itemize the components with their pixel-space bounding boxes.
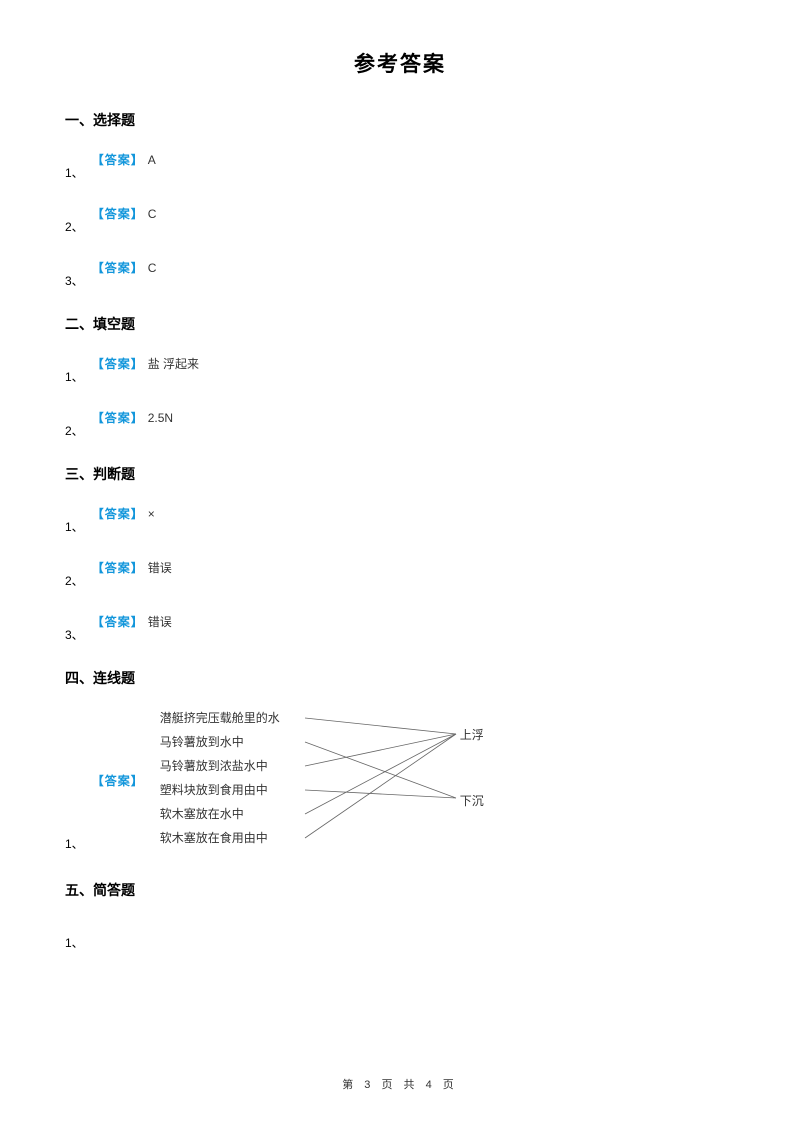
answer-item: 2、 【答案】 错误 <box>65 556 735 588</box>
answer-value: C <box>148 262 157 288</box>
item-number: 3、 <box>65 629 84 642</box>
section-5-heading: 五、简答题 <box>65 880 735 900</box>
answer-value: × <box>148 508 155 534</box>
section-1-heading: 一、选择题 <box>65 110 735 130</box>
item-number: 1、 <box>65 937 84 950</box>
answer-tag: 【答案】 <box>92 562 144 588</box>
section-3-heading: 三、判断题 <box>65 464 735 484</box>
answer-value: 2.5N <box>148 412 173 438</box>
answer-value: A <box>148 154 156 180</box>
answer-tag: 【答案】 <box>92 208 144 234</box>
answer-value: C <box>148 208 157 234</box>
answer-item: 3、 【答案】 C <box>65 256 735 288</box>
page-footer: 第 3 页 共 4 页 <box>0 1076 800 1092</box>
answer-value: 错误 <box>148 616 172 642</box>
answer-item: 1、 【答案】 A <box>65 148 735 180</box>
answer-tag: 【答案】 <box>92 508 144 534</box>
answer-item: 1、 【答案】 × <box>65 502 735 534</box>
item-number: 1、 <box>65 371 84 384</box>
answer-value: 盐 浮起来 <box>148 358 199 384</box>
item-number: 1、 <box>65 835 84 854</box>
item-number: 1、 <box>65 167 84 180</box>
answer-item: 1、 <box>65 918 735 950</box>
item-number: 2、 <box>65 425 84 438</box>
page-title: 参考答案 <box>65 48 735 78</box>
answer-tag: 【答案】 <box>92 262 144 288</box>
answer-tag: 【答案】 <box>92 772 144 789</box>
answer-item: 1、 【答案】 盐 浮起来 <box>65 352 735 384</box>
item-number: 2、 <box>65 221 84 234</box>
item-number: 2、 <box>65 575 84 588</box>
answer-tag: 【答案】 <box>92 154 144 180</box>
matching-item: 1、 【答案】 潜艇挤完压载舱里的水 马铃薯放到水中 马铃薯放到浓盐水中 塑料块… <box>65 706 735 854</box>
answer-item: 2、 【答案】 C <box>65 202 735 234</box>
answer-item: 2、 【答案】 2.5N <box>65 406 735 438</box>
item-number: 3、 <box>65 275 84 288</box>
section-4-heading: 四、连线题 <box>65 668 735 688</box>
answer-tag: 【答案】 <box>92 616 144 642</box>
matching-diagram: 潜艇挤完压载舱里的水 马铃薯放到水中 马铃薯放到浓盐水中 塑料块放到食用由中 软… <box>160 706 540 854</box>
answer-item: 3、 【答案】 错误 <box>65 610 735 642</box>
item-number: 1、 <box>65 521 84 534</box>
answer-tag: 【答案】 <box>92 412 144 438</box>
answer-tag: 【答案】 <box>92 358 144 384</box>
answer-value: 错误 <box>148 562 172 588</box>
matching-lines <box>160 706 540 854</box>
section-2-heading: 二、填空题 <box>65 314 735 334</box>
